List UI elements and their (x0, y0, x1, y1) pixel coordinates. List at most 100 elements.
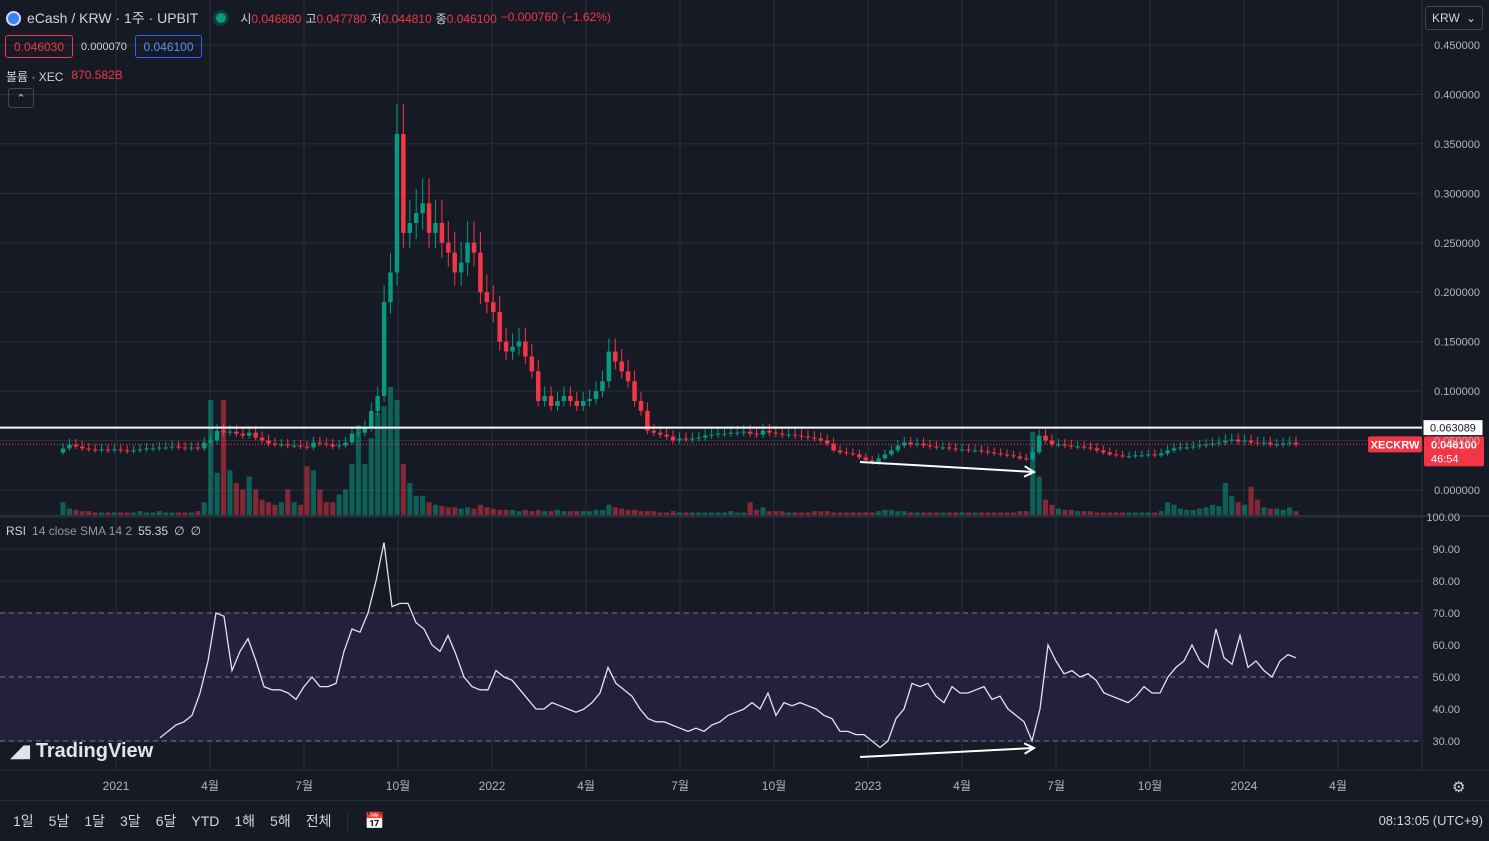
candle-body (452, 252, 457, 273)
settings-gear-icon[interactable]: ⚙ (1452, 779, 1466, 796)
volume-bar (195, 511, 201, 515)
candle-body (902, 442, 907, 446)
volume-bar (66, 508, 72, 515)
candle-body (1075, 446, 1080, 448)
rsi-axis-label: 100.00 (1426, 512, 1460, 524)
volume-bar (394, 399, 400, 515)
candle-body (73, 444, 79, 447)
timeframe-button[interactable]: YTD (191, 813, 220, 829)
bottom-toolbar: 1일 5날 1달 3달 6달 YTD 1해 5해 전체 📅 08:13:05 (UTC+9) (0, 800, 1489, 841)
volume-bar (336, 494, 342, 515)
candle-body (208, 440, 213, 443)
candle-body (889, 450, 894, 455)
rsi-legend[interactable]: RSI 14 close SMA 14 2 55.35 ∅ ∅ (6, 524, 201, 538)
timeframe-button[interactable]: 6달 (155, 813, 177, 829)
currency-select[interactable]: KRW ⌄ (1425, 6, 1483, 30)
candle-body (491, 302, 496, 312)
volume-bar (445, 507, 451, 515)
volume-bar (856, 512, 862, 515)
rsi-axis-label: 90.00 (1432, 544, 1460, 556)
volume-bar (554, 509, 561, 515)
sell-price-button[interactable]: 0.046030 (5, 35, 73, 58)
volume-bar (753, 509, 760, 515)
candle-body (304, 446, 310, 448)
candle-body (388, 272, 393, 303)
volume-bar (1075, 511, 1081, 515)
volume-bar (1248, 486, 1254, 515)
arrow-shaft (859, 461, 1035, 473)
volume-bar (1087, 511, 1094, 515)
volume-bar (387, 387, 394, 515)
timeframe-button[interactable]: 1달 (84, 813, 106, 829)
volume-bar (131, 512, 137, 515)
ohlc-key: 시 (240, 11, 252, 26)
candle-body (1242, 440, 1247, 442)
candle-body (786, 434, 791, 436)
candle-body (195, 447, 201, 449)
ohlc-value: 0.046100 (446, 11, 497, 26)
horizontal-line-label-bg (1422, 419, 1484, 437)
volume-bar (265, 502, 272, 515)
bar-countdown-label: 46:54 (1431, 453, 1459, 465)
price-axis-label: 0.000000 (1434, 485, 1480, 497)
candle-body (439, 223, 445, 243)
volume-bar (644, 511, 650, 515)
toolbar-divider (347, 811, 349, 831)
volume-bar (124, 512, 130, 515)
volume-bar (413, 495, 419, 515)
horizontal-line-0.063089: 0.063089 (0, 419, 1484, 437)
volume-bar (323, 502, 329, 515)
volume-bar (1004, 512, 1010, 515)
candle-body (773, 432, 779, 434)
volume-bar (1055, 508, 1061, 515)
volume-bar (1062, 509, 1068, 515)
time-axis: 2021 4월 7월 10월 2022 4월 7월 10월 2023 4월 7월 10월 2024 4월 (103, 779, 1347, 793)
timeframe-button[interactable]: 3달 (120, 813, 141, 829)
candle-body (580, 401, 586, 406)
symbol-label: XECKRW (1371, 439, 1420, 451)
clock[interactable]: 08:13:05 (UTC+9) (1378, 813, 1483, 828)
collapse-legend-button[interactable]: ⌃ (8, 88, 34, 108)
timeframe-button[interactable]: 5날 (48, 813, 70, 829)
candle-body (381, 302, 387, 397)
price-axis-label: 0.400000 (1434, 89, 1480, 101)
tradingview-logo[interactable]: ◢▮ TradingView (10, 740, 153, 763)
volume-bar (278, 502, 284, 515)
volume-bar (734, 512, 740, 515)
horizontal-line-label: 0.063089 (1430, 423, 1476, 435)
volume-bar (535, 509, 541, 515)
candle-body (568, 396, 573, 401)
candle-body (979, 450, 984, 452)
rsi-axis-label: 70.00 (1432, 608, 1460, 620)
volume-bar (156, 511, 162, 515)
arrow-head (1023, 465, 1037, 478)
candle-body (587, 399, 592, 401)
volume-bar (888, 509, 894, 515)
volume-bar (959, 512, 965, 515)
ohlc-value: 0.046880 (251, 11, 302, 26)
buy-price-button[interactable]: 0.046100 (135, 35, 202, 58)
volume-bar (105, 512, 111, 515)
divergence-arrows (859, 461, 1037, 758)
candle-body (1139, 455, 1145, 457)
volume-bar (721, 512, 728, 515)
timeframe-button[interactable]: 1해 (234, 813, 256, 829)
volume-bar (1036, 476, 1042, 515)
volume-bar (625, 509, 631, 515)
volume-bar (689, 512, 695, 515)
symbol-title[interactable]: eCash / KRW · 1주 · UPBIT (27, 10, 199, 26)
symbol-label-bg (1368, 436, 1422, 453)
candle-body (760, 430, 766, 435)
volume-bar (522, 509, 528, 515)
volume-bar (465, 507, 471, 515)
candle-body (259, 437, 265, 441)
candle-body (1191, 446, 1196, 448)
timeframe-button[interactable]: 전체 (305, 813, 332, 829)
timeframe-button[interactable]: 1일 (13, 813, 34, 829)
volume-bar (1126, 512, 1132, 515)
calendar-range-icon[interactable]: 📅 (364, 813, 385, 830)
timeframe-button[interactable]: 5해 (270, 813, 291, 829)
time-axis-label: 4월 (577, 779, 595, 793)
price-axis-label: 0.250000 (1434, 238, 1480, 250)
